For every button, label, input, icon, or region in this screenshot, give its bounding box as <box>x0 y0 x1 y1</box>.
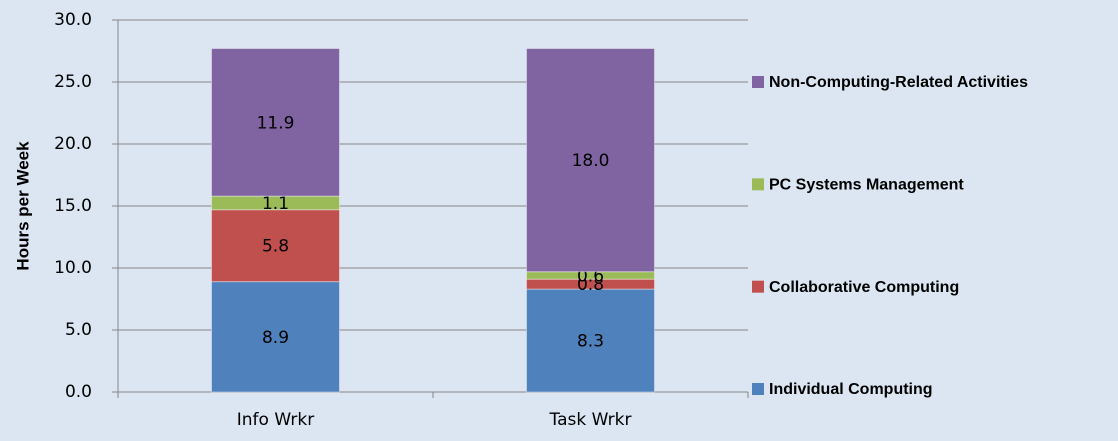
data-label: 8.9 <box>262 328 289 348</box>
x-tick-label: Info Wrkr <box>237 410 314 430</box>
legend-swatch <box>752 280 764 293</box>
data-label: 1.1 <box>262 194 289 214</box>
legend-swatch <box>752 383 764 395</box>
legend-label: Non-Computing-Related Activities <box>769 74 1028 91</box>
y-axis-label: Hours per Week <box>13 141 32 271</box>
x-tick-label: Task Wrkr <box>549 410 632 430</box>
bar-segment <box>526 288 655 393</box>
bar-segment <box>526 48 655 273</box>
legend-swatch <box>752 178 764 191</box>
legend-label: PC Systems Management <box>769 177 964 194</box>
bar-segment <box>211 48 340 197</box>
data-label: 0.8 <box>577 275 604 295</box>
y-tick-label: 0.0 <box>65 382 92 402</box>
y-tick-label: 5.0 <box>65 320 92 340</box>
y-tick-label: 30.0 <box>54 10 92 30</box>
legend-label: Individual Computing <box>769 381 933 398</box>
y-tick-label: 10.0 <box>54 258 92 278</box>
data-label: 5.8 <box>262 237 289 257</box>
bar-segment <box>211 209 340 283</box>
data-label: 18.0 <box>572 151 610 171</box>
data-label: 8.3 <box>577 332 604 352</box>
legend-swatch <box>752 76 764 88</box>
y-tick-label: 15.0 <box>54 196 92 216</box>
y-tick-label: 20.0 <box>54 134 92 154</box>
legend-label: Collaborative Computing <box>769 279 959 296</box>
bar-segment <box>211 281 340 393</box>
data-label: 11.9 <box>257 113 295 133</box>
y-tick-label: 25.0 <box>54 72 92 92</box>
